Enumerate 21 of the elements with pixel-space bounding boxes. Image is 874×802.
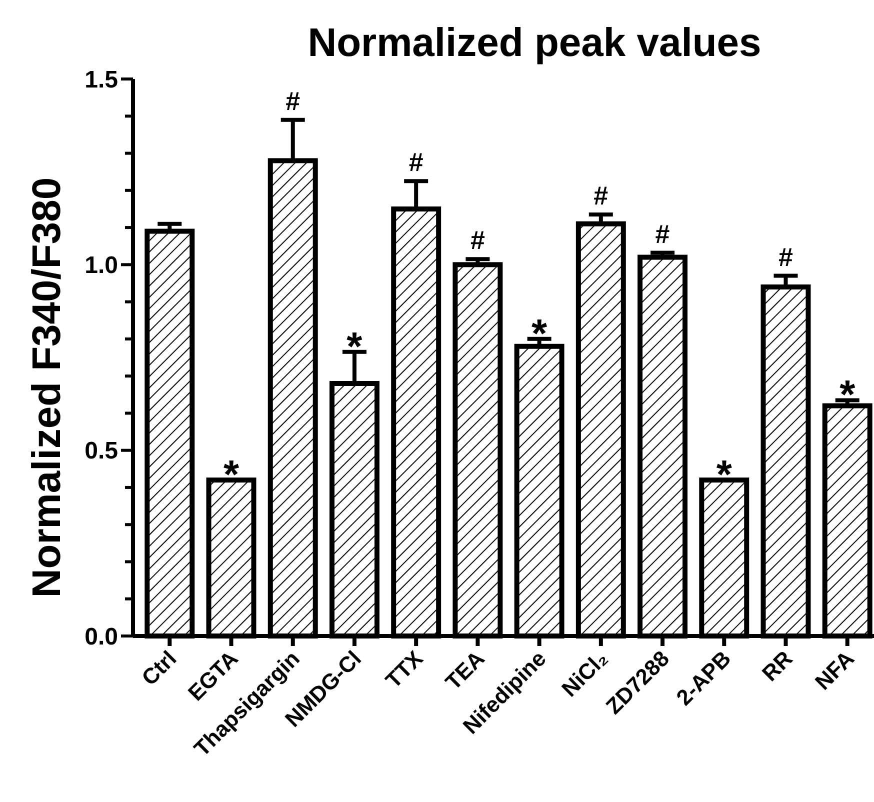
y-axis-title: Normalized F340/F380 — [25, 177, 69, 598]
x-tick-label: TTX — [380, 646, 428, 693]
annotation: # — [470, 225, 486, 256]
chart-title: Normalized peak values — [308, 21, 762, 65]
annotation: * — [532, 312, 548, 356]
x-tick-label: RR — [757, 646, 798, 686]
annotation: # — [655, 218, 670, 249]
annotation: * — [346, 324, 363, 369]
y-tick-label: 0.5 — [84, 438, 118, 465]
annotation: * — [223, 453, 240, 498]
y-tick-label: 0.0 — [84, 623, 118, 650]
x-tick-label: Ctrl — [136, 646, 182, 690]
annotation: * — [716, 453, 732, 498]
annotation: # — [594, 180, 609, 211]
x-tick-label: NFA — [810, 646, 859, 695]
annotation: * — [840, 373, 856, 418]
y-tick-label: 1.0 — [84, 252, 118, 280]
y-tick-label: 1.5 — [84, 66, 118, 94]
annotation: # — [778, 242, 794, 272]
annotation: # — [408, 147, 424, 178]
annotation: # — [286, 86, 301, 116]
